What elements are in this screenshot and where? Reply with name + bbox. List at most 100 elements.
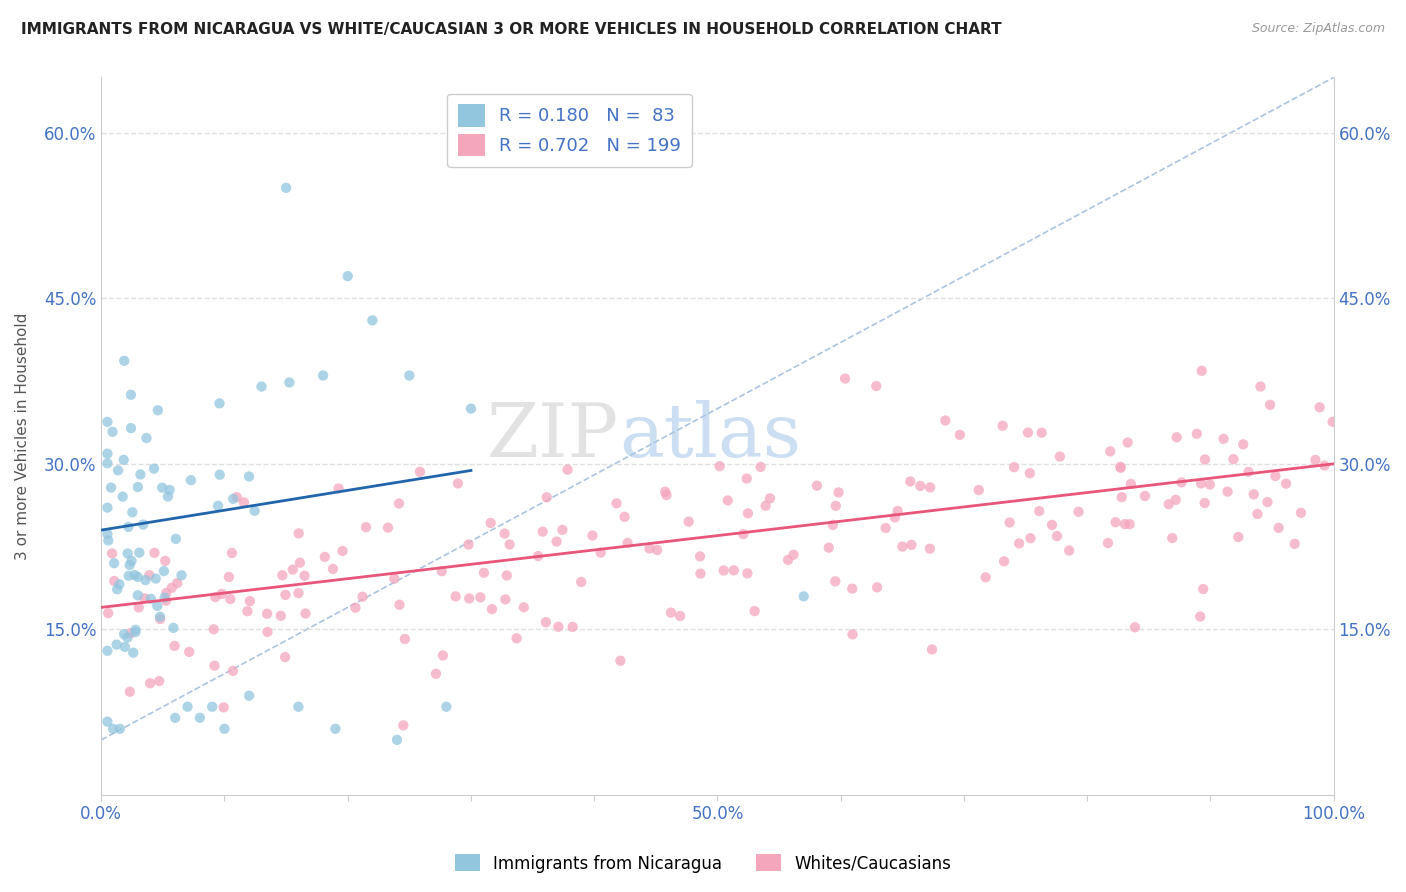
- Point: [97, 606, 120, 620]
- Point: [128, 546, 150, 560]
- Point: [1104, 515, 1126, 529]
- Point: [146, 599, 169, 613]
- Point: [388, 598, 411, 612]
- Point: [281, 563, 304, 577]
- Point: [153, 591, 176, 605]
- Point: [96, 714, 118, 729]
- Point: [1008, 536, 1031, 550]
- Point: [325, 722, 347, 736]
- Point: [214, 722, 236, 736]
- Point: [1222, 452, 1244, 467]
- Point: [1123, 620, 1146, 634]
- Point: [165, 711, 187, 725]
- Point: [1267, 521, 1289, 535]
- Point: [1322, 415, 1344, 429]
- Point: [1002, 460, 1025, 475]
- Point: [1028, 504, 1050, 518]
- Point: [531, 524, 554, 539]
- Point: [274, 588, 297, 602]
- Point: [128, 600, 150, 615]
- Point: [103, 574, 125, 588]
- Point: [1109, 459, 1132, 474]
- Point: [236, 604, 259, 618]
- Point: [638, 541, 661, 556]
- Point: [314, 549, 336, 564]
- Point: [1189, 609, 1212, 624]
- Text: IMMIGRANTS FROM NICARAGUA VS WHITE/CAUCASIAN 3 OR MORE VEHICLES IN HOUSEHOLD COR: IMMIGRANTS FROM NICARAGUA VS WHITE/CAUCA…: [21, 22, 1001, 37]
- Point: [361, 313, 384, 327]
- Point: [1264, 469, 1286, 483]
- Point: [735, 472, 758, 486]
- Point: [124, 625, 146, 640]
- Point: [274, 650, 297, 665]
- Point: [1191, 364, 1213, 378]
- Point: [1119, 476, 1142, 491]
- Point: [1192, 582, 1215, 596]
- Point: [382, 572, 405, 586]
- Point: [138, 568, 160, 582]
- Point: [121, 505, 143, 519]
- Point: [778, 553, 800, 567]
- Point: [513, 600, 536, 615]
- Point: [155, 554, 177, 568]
- Point: [1019, 531, 1042, 545]
- Point: [287, 699, 309, 714]
- Point: [605, 496, 627, 510]
- Point: [392, 718, 415, 732]
- Point: [388, 496, 411, 510]
- Point: [134, 591, 156, 606]
- Point: [1057, 543, 1080, 558]
- Point: [143, 461, 166, 475]
- Point: [394, 632, 416, 646]
- Point: [120, 626, 142, 640]
- Point: [166, 576, 188, 591]
- Point: [557, 462, 579, 476]
- Point: [112, 353, 135, 368]
- Point: [1161, 531, 1184, 545]
- Point: [744, 604, 766, 618]
- Point: [654, 484, 676, 499]
- Point: [377, 521, 399, 535]
- Point: [149, 612, 172, 626]
- Point: [782, 548, 804, 562]
- Point: [170, 568, 193, 582]
- Point: [749, 459, 772, 474]
- Point: [117, 631, 139, 645]
- Point: [270, 608, 292, 623]
- Point: [322, 562, 344, 576]
- Point: [834, 371, 856, 385]
- Point: [1212, 432, 1234, 446]
- Point: [97, 533, 120, 548]
- Point: [118, 569, 141, 583]
- Point: [713, 564, 735, 578]
- Point: [1040, 517, 1063, 532]
- Point: [495, 568, 517, 582]
- Point: [1194, 496, 1216, 510]
- Point: [1199, 477, 1222, 491]
- Text: ZIP: ZIP: [486, 400, 619, 473]
- Point: [118, 558, 141, 572]
- Point: [755, 499, 778, 513]
- Point: [159, 483, 181, 497]
- Point: [208, 467, 231, 482]
- Point: [96, 500, 118, 515]
- Point: [1018, 467, 1040, 481]
- Point: [613, 509, 636, 524]
- Point: [155, 586, 177, 600]
- Point: [162, 621, 184, 635]
- Point: [287, 586, 309, 600]
- Point: [160, 581, 183, 595]
- Point: [1017, 425, 1039, 440]
- Point: [479, 516, 502, 530]
- Point: [143, 546, 166, 560]
- Point: [222, 664, 245, 678]
- Point: [505, 632, 527, 646]
- Point: [616, 536, 638, 550]
- Point: [472, 566, 495, 580]
- Point: [1256, 495, 1278, 509]
- Point: [132, 517, 155, 532]
- Point: [425, 666, 447, 681]
- Point: [1275, 476, 1298, 491]
- Point: [1031, 425, 1053, 440]
- Point: [332, 544, 354, 558]
